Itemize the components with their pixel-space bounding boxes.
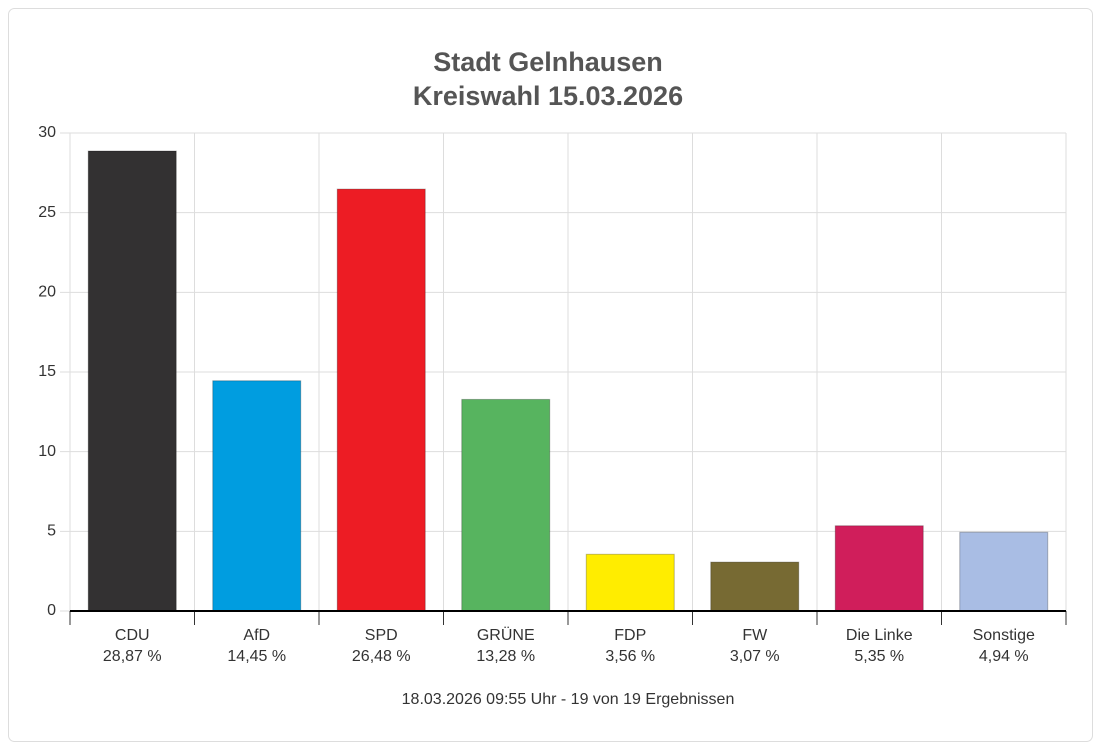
- value-label: 28,87 %: [103, 648, 162, 665]
- bar: [461, 398, 551, 612]
- value-label: 3,07 %: [730, 648, 780, 665]
- x-tick-label: FW: [742, 627, 768, 644]
- y-tick-label: 30: [38, 124, 56, 141]
- bar: [710, 561, 800, 612]
- y-tick-label: 25: [38, 204, 56, 221]
- chart-subtitle: Kreiswahl 15.03.2026: [413, 81, 683, 111]
- x-tick-label: GRÜNE: [477, 626, 535, 644]
- y-tick-label: 15: [38, 363, 56, 380]
- x-tick-label: AfD: [243, 627, 270, 644]
- y-tick-label: 0: [47, 602, 56, 619]
- y-tick-label: 20: [38, 284, 56, 301]
- bar: [87, 150, 177, 612]
- x-tick-label: FDP: [614, 627, 646, 644]
- bar: [834, 525, 924, 612]
- x-tick-label: Die Linke: [846, 627, 913, 644]
- bar: [959, 531, 1049, 612]
- value-label: 13,28 %: [476, 648, 535, 665]
- value-label: 14,45 %: [227, 648, 286, 665]
- bar: [585, 553, 675, 612]
- bar: [212, 380, 302, 612]
- footer-note: 18.03.2026 09:55 Uhr - 19 von 19 Ergebni…: [402, 691, 735, 708]
- bar: [336, 188, 426, 612]
- y-tick-label: 5: [47, 523, 56, 540]
- x-tick-label: Sonstige: [973, 627, 1035, 644]
- y-tick-label: 10: [38, 443, 56, 460]
- value-label: 3,56 %: [605, 648, 655, 665]
- x-tick-label: CDU: [115, 627, 150, 644]
- value-label: 4,94 %: [979, 648, 1029, 665]
- chart-title: Stadt Gelnhausen: [433, 47, 663, 77]
- value-label: 26,48 %: [352, 648, 411, 665]
- x-tick-label: SPD: [365, 627, 398, 644]
- value-label: 5,35 %: [854, 648, 904, 665]
